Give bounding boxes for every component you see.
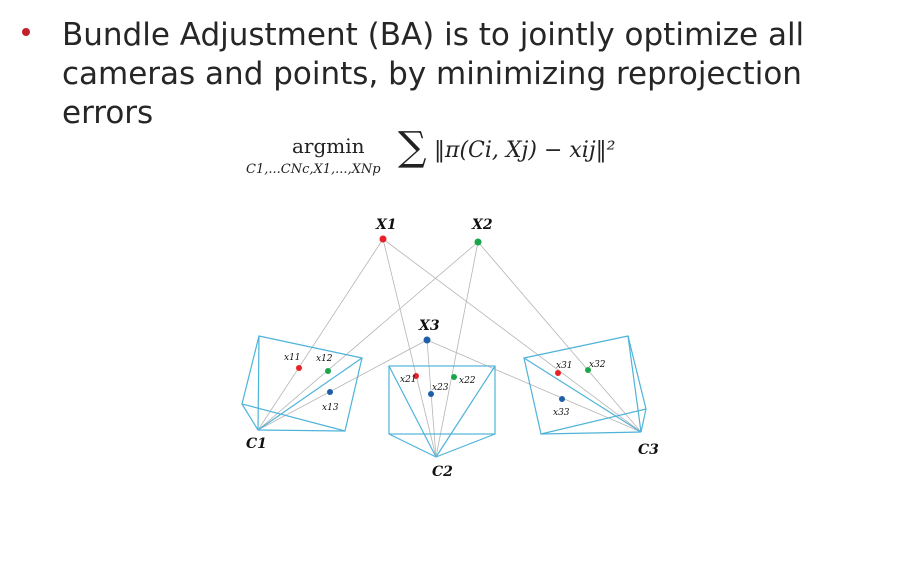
observation-x31-marker xyxy=(555,370,561,376)
observation-x11-marker xyxy=(296,365,302,371)
camera-c1-label: C1 xyxy=(246,436,267,452)
observation-x31-label: x31 xyxy=(556,361,573,371)
sum-symbol: ∑ xyxy=(398,124,427,170)
observation-x12-label: x12 xyxy=(316,354,333,364)
bullet-text: Bundle Adjustment (BA) is to jointly opt… xyxy=(62,17,805,131)
observation-x22-marker xyxy=(451,374,457,380)
ray-x1-c3 xyxy=(382,238,642,433)
point-x3-label: X3 xyxy=(418,318,440,334)
observation-x21-marker xyxy=(413,373,419,379)
ray-x1-c2 xyxy=(382,238,437,458)
ray-x3-c3 xyxy=(426,339,642,433)
observation-x32-marker xyxy=(585,367,591,373)
ray-x2-c3 xyxy=(477,241,642,433)
point-x1-label: X1 xyxy=(375,217,397,233)
point-x2-marker xyxy=(474,238,482,246)
observation-x33-label: x33 xyxy=(553,408,570,418)
point-x3-marker xyxy=(423,336,431,344)
ray-x2-c2 xyxy=(435,241,479,458)
ba-objective-formula: argmin C1,...CNc,X1,...,XNp ∑ ‖π(Ci, Xj)… xyxy=(240,124,640,194)
bullet-dot xyxy=(22,28,30,36)
camera-c2-label: C2 xyxy=(432,464,453,480)
reprojection-error-expression: ‖π(Ci, Xj) − xij‖² xyxy=(434,138,616,163)
camera-frustum-c3 xyxy=(523,335,647,435)
camera-frustum-c1 xyxy=(241,335,363,432)
observation-x23-label: x23 xyxy=(432,383,449,393)
argmin-subscript: C1,...CNc,X1,...,XNp xyxy=(246,162,381,177)
point-x2-label: X2 xyxy=(471,217,493,233)
observation-x12-marker xyxy=(325,368,331,374)
observation-x22-label: x22 xyxy=(459,376,476,386)
ray-x3-c2 xyxy=(426,339,437,458)
camera-frustum-c2 xyxy=(388,365,496,458)
observation-x33-marker xyxy=(559,396,565,402)
bundle-adjustment-diagram: X1 X2 X3 x11 x12 x13 x21 x22 x23 x31 x32… xyxy=(241,217,659,480)
observation-x13-marker xyxy=(327,389,333,395)
observation-x21-label: x21 xyxy=(400,375,417,385)
projection-rays xyxy=(257,238,642,458)
observation-x13-label: x13 xyxy=(322,403,339,413)
point-x1-marker xyxy=(379,235,387,243)
observation-x11-label: x11 xyxy=(284,353,301,363)
ray-x1-c1 xyxy=(257,238,384,431)
camera-c3-label: C3 xyxy=(638,442,659,458)
observation-x32-label: x32 xyxy=(589,360,606,370)
argmin-operator: argmin xyxy=(292,134,365,158)
ray-x2-c1 xyxy=(257,241,479,431)
observation-x23-marker xyxy=(428,391,434,397)
